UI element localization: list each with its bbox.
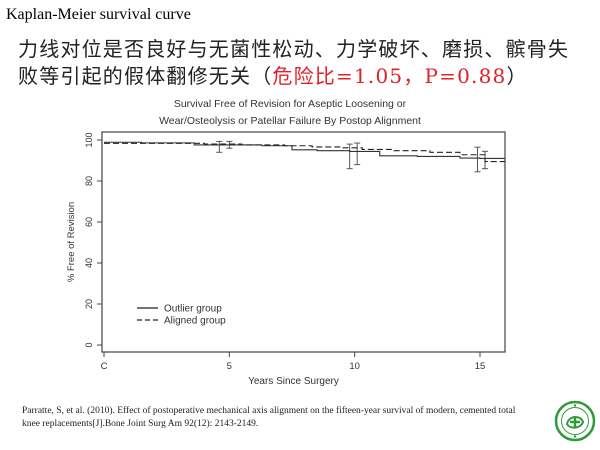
hospital-seal-icon [554, 400, 596, 442]
chart-title-line2: Wear/Osteolysis or Patellar Failure By P… [159, 115, 421, 127]
citation: Parratte, S, et al. (2010). Effect of po… [22, 406, 516, 429]
y-tick-label: 60 [84, 217, 94, 227]
y-tick-label: 80 [84, 176, 94, 186]
plot-frame [101, 131, 506, 353]
aligned-group-line [104, 142, 506, 163]
outlier-group-line [104, 141, 506, 159]
legend-aligned-group: Aligned group [164, 316, 226, 327]
y-tick-label: 0 [84, 342, 94, 347]
slide-subtitle: 力线对位是否良好与无菌性松动、力学破坏、磨损、髌骨失败等引起的假体翻修无关（危险… [18, 36, 588, 90]
x-axis-label: Years Since Surgery [248, 376, 339, 387]
y-tick-label: 20 [84, 299, 94, 309]
y-tick-label: 100 [84, 132, 94, 147]
y-axis-label: % Free of Revision [66, 202, 77, 282]
hazard-ratio-text: 危险比=1.05，P=0.88 [272, 64, 507, 88]
x-tick-label: 5 [227, 361, 232, 372]
axis-labels: 0 20 40 60 80 100 C 5 10 15 Years Since Surgery % F… [66, 132, 485, 387]
error-bars [216, 140, 489, 173]
survival-lines [104, 141, 506, 163]
chart-title-line1: Survival Free of Revision for Aseptic Lo… [173, 98, 407, 110]
subtitle-paren-close: ） [506, 64, 528, 88]
subtitle-paren-open: （ [251, 64, 273, 88]
x-tick-label: 15 [475, 361, 486, 372]
x-tick-label: C [101, 361, 108, 372]
x-tick-label: 10 [349, 361, 360, 372]
subtitle-main: 力线对位是否良好与无菌性松动、力学破坏、磨损、髌骨失败等引起的假体翻修无关 [18, 37, 570, 88]
slide-title: Kaplan-Meier survival curve [6, 6, 191, 23]
y-tick-label: 40 [84, 258, 94, 268]
legend-outlier-group: Outlier group [164, 304, 222, 315]
chart-axes [97, 131, 506, 357]
